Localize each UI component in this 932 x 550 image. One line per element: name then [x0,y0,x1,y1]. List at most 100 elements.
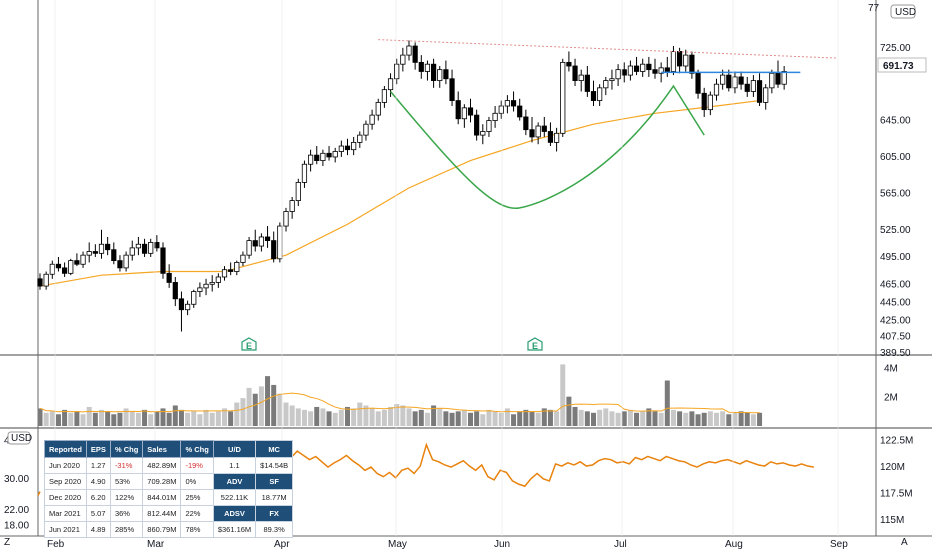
table-side-header: SF [255,473,294,490]
volume-bar [74,411,80,426]
volume-bar [37,408,43,426]
candle-body [609,78,615,81]
table-cell: -19% [180,457,214,474]
currency-badge[interactable] [890,4,916,19]
candle-body [283,211,289,227]
candle-body [603,80,609,89]
candle-body [234,262,240,272]
volume-bar [166,412,172,426]
candle-body [412,45,418,63]
candle-body [652,69,658,74]
candle-body [264,236,271,242]
corner-label-right[interactable]: A [901,537,908,548]
volume-pane[interactable] [37,364,763,426]
volume-bar [664,380,670,426]
table-cell: 22% [180,505,214,522]
volume-bar [62,409,68,426]
candle-body [677,51,683,67]
candle-body [154,242,160,249]
volume-bar [627,409,633,426]
candle-body [203,283,209,289]
volume-bar [55,414,61,426]
candle-body [590,91,597,101]
volume-bar [357,402,363,426]
candle-body [375,101,381,116]
volume-bar [720,411,726,426]
volume-bar [726,414,732,426]
candle-body [184,303,191,311]
candle-body [62,267,68,274]
earnings-marker-2[interactable]: E [527,337,543,351]
candle-body [498,105,504,114]
volume-bar [271,384,277,426]
last-price-label: 691.73 [883,61,914,72]
volume-bar [732,412,738,426]
volume-bar [517,411,523,426]
table-cell: 812.44M [142,505,182,522]
table-cell: 36% [109,505,144,522]
candle-body [172,282,178,300]
candle-body [732,76,738,89]
price-pane[interactable] [37,39,838,332]
volume-bar [142,409,148,426]
candle-body [701,92,707,111]
table-cell: 5.07 [85,505,111,522]
price-tick-label: 495.00 [880,252,911,263]
candle-body [750,80,757,92]
earnings-marker-2-shape [527,337,543,351]
volume-bar [301,409,307,426]
candle-body [566,61,572,67]
volume-bar [86,406,92,426]
candle-body [572,65,578,81]
currency-label: USD [895,7,916,18]
eps-currency-badge[interactable] [7,431,31,445]
candle-body [584,74,590,92]
candle-body [492,112,498,121]
candle-body [763,87,769,103]
candle-body [720,74,726,85]
volume-bar [560,364,566,426]
table-cell: Sep 2020 [44,473,87,490]
volume-bar [265,376,271,426]
volume-bar [412,411,418,426]
price-tick-label: 605.00 [880,152,911,163]
table-row: Sep 2020 4.90 53% 709.28M 0% ADV SF [44,473,294,490]
candle-body [627,65,634,76]
volume-bar [615,412,621,426]
candle-body [240,254,246,263]
volume-bar [640,411,646,426]
volume-bar [695,414,701,426]
candle-body [474,114,480,136]
candle-body [221,269,228,278]
volume-bar [363,405,369,426]
volume-bar [375,411,381,426]
table-row: Jun 2021 4.89 285% 860.79M 78% $361.16M … [44,521,294,538]
volume-bar [701,412,707,426]
volume-bar [443,411,449,426]
table-side-header: U/D [212,440,257,458]
volume-bar [314,406,320,426]
volume-bar [129,411,135,426]
candle-body [781,71,787,85]
candle-body [486,120,492,132]
eps-tick-label: 30.00 [4,474,29,485]
table-side-header: MC [255,440,294,458]
earnings-marker-2-label: E [532,341,538,351]
candle-body [430,63,437,81]
candle-body [738,76,744,85]
earnings-marker-1[interactable]: E [241,337,257,351]
volume-bar [381,409,387,426]
table-cell: 0% [180,473,214,490]
candle-body [670,51,677,72]
corner-label-left[interactable]: Z [4,537,11,548]
table-header-cell: Sales [142,440,182,458]
volume-bar [498,412,504,426]
volume-bar [178,409,184,426]
candle-body [289,200,295,212]
candle-body [43,273,49,287]
table-header-row: Reported EPS % Chg Sales % Chg U/D MC [44,440,294,458]
eps-tick-label: 18.00 [4,520,29,531]
indicator-tick-label: 115M [880,515,904,526]
volume-bar [689,411,695,426]
volume-bar [461,409,467,426]
